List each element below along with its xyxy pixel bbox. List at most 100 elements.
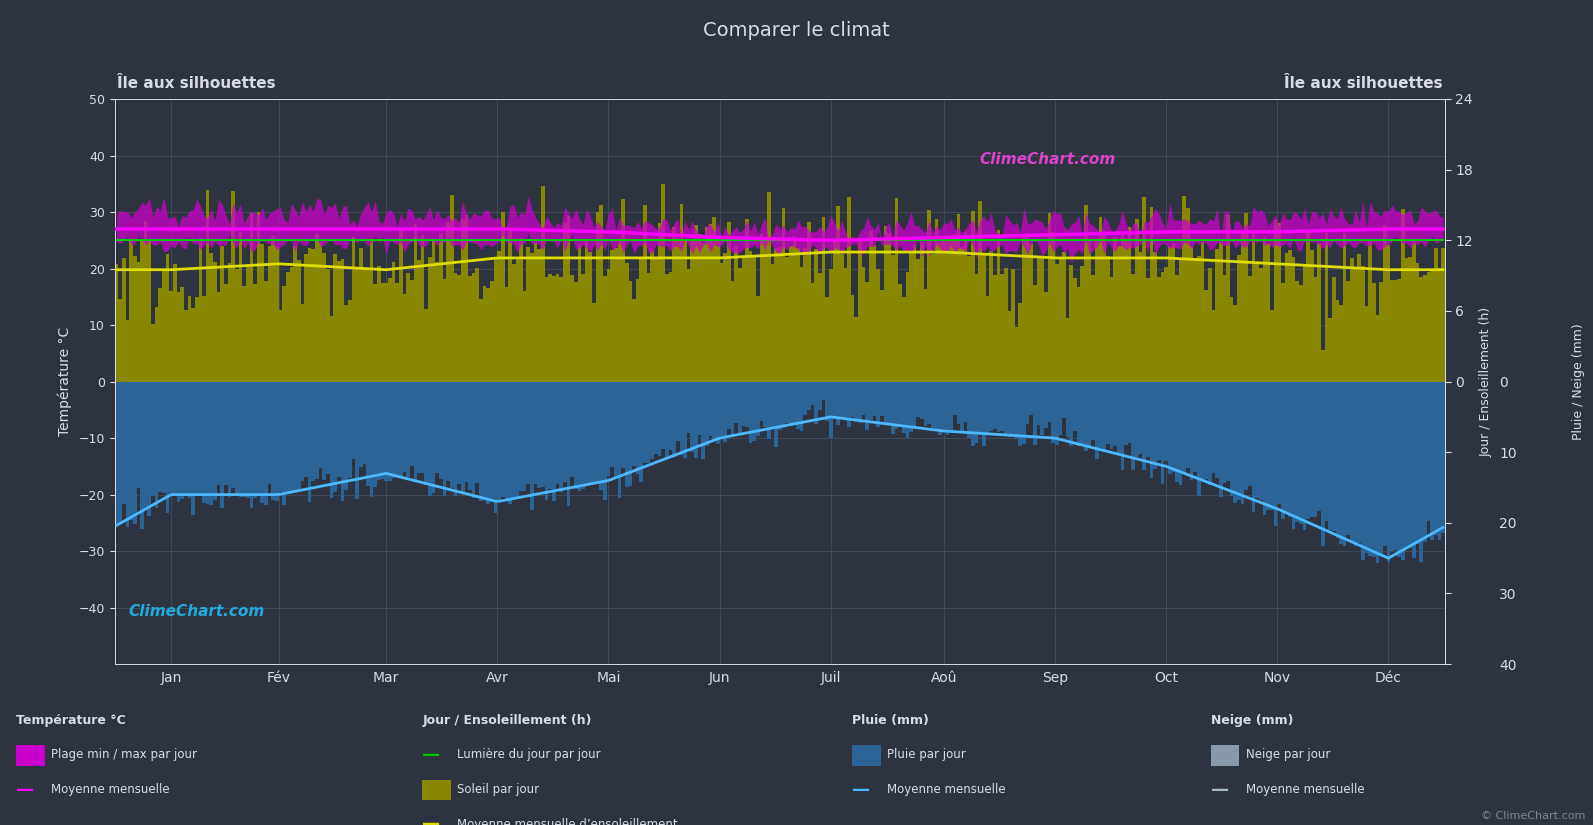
Bar xyxy=(658,381,661,455)
Bar xyxy=(370,381,373,497)
Bar xyxy=(217,292,220,381)
Bar xyxy=(680,204,683,381)
Bar xyxy=(545,381,548,500)
Bar xyxy=(556,381,559,484)
Bar xyxy=(734,246,738,381)
Bar xyxy=(1314,381,1317,517)
Bar xyxy=(938,381,941,435)
Bar xyxy=(828,381,833,438)
Bar xyxy=(902,381,905,433)
Bar xyxy=(225,284,228,381)
Bar xyxy=(1000,275,1004,381)
Bar xyxy=(511,264,516,381)
Bar xyxy=(253,284,256,381)
Bar xyxy=(930,381,935,428)
Bar xyxy=(516,381,519,498)
Bar xyxy=(752,381,757,441)
Bar xyxy=(953,233,956,381)
Bar xyxy=(1354,381,1357,546)
Bar xyxy=(825,381,828,421)
Bar xyxy=(1212,381,1215,473)
Bar xyxy=(1273,381,1278,526)
Bar xyxy=(796,381,800,429)
Bar xyxy=(607,381,610,476)
Bar xyxy=(1139,252,1142,381)
Bar xyxy=(545,276,548,381)
Bar xyxy=(523,291,527,381)
Bar xyxy=(140,241,143,381)
Bar xyxy=(432,238,435,381)
Bar xyxy=(494,259,497,381)
Bar xyxy=(188,381,191,497)
Bar xyxy=(421,235,424,381)
Bar xyxy=(1335,300,1340,381)
Bar xyxy=(1372,381,1376,558)
Bar xyxy=(180,381,183,499)
Bar xyxy=(169,381,174,493)
Bar xyxy=(680,381,683,455)
Bar xyxy=(1383,225,1386,381)
Bar xyxy=(698,233,701,381)
Bar xyxy=(1161,272,1164,381)
Bar xyxy=(1015,381,1018,440)
Bar xyxy=(811,283,814,381)
Bar xyxy=(296,260,301,381)
Bar xyxy=(1196,256,1201,381)
Bar xyxy=(746,381,749,427)
Bar xyxy=(964,381,967,422)
Bar xyxy=(1434,248,1437,381)
Bar xyxy=(624,263,629,381)
Bar xyxy=(1193,258,1196,381)
Bar xyxy=(593,303,596,381)
Bar xyxy=(1063,252,1066,381)
Bar xyxy=(245,266,250,381)
Bar xyxy=(443,381,446,496)
Bar xyxy=(183,381,188,496)
Bar xyxy=(395,283,398,381)
Bar xyxy=(1368,239,1372,381)
Text: Soleil par jour: Soleil par jour xyxy=(457,783,540,796)
Bar xyxy=(1168,246,1171,381)
Bar xyxy=(1295,381,1298,522)
Bar xyxy=(873,245,876,381)
Bar xyxy=(898,284,902,381)
Bar xyxy=(1040,381,1043,436)
Bar xyxy=(1360,381,1365,560)
Bar xyxy=(519,381,523,491)
Bar xyxy=(1007,311,1012,381)
Bar xyxy=(304,381,307,477)
Bar xyxy=(1346,381,1351,535)
Bar xyxy=(1233,304,1238,381)
Bar xyxy=(695,225,698,381)
Bar xyxy=(1230,381,1233,496)
Bar xyxy=(1102,381,1106,450)
Bar xyxy=(1317,381,1321,511)
Bar xyxy=(913,245,916,381)
Bar xyxy=(424,381,429,485)
Bar xyxy=(174,264,177,381)
Bar xyxy=(757,296,760,381)
Bar xyxy=(1405,381,1408,548)
Bar xyxy=(822,217,825,381)
Bar xyxy=(840,381,844,419)
Bar xyxy=(946,381,949,436)
Text: Moyenne mensuelle: Moyenne mensuelle xyxy=(887,783,1005,796)
Bar xyxy=(777,248,782,381)
Bar xyxy=(194,297,199,381)
Bar xyxy=(1012,381,1015,436)
Bar xyxy=(916,381,921,417)
Bar xyxy=(752,255,757,381)
Bar xyxy=(1258,381,1263,500)
Bar xyxy=(465,381,468,483)
Bar xyxy=(1099,217,1102,381)
Bar xyxy=(1004,381,1007,436)
Bar xyxy=(1284,381,1289,513)
Bar xyxy=(1150,207,1153,381)
Bar xyxy=(644,381,647,464)
Bar xyxy=(723,253,726,381)
Bar xyxy=(1145,381,1150,456)
Bar xyxy=(1263,237,1266,381)
Bar xyxy=(814,249,819,381)
Bar xyxy=(964,233,967,381)
Bar xyxy=(624,381,629,488)
